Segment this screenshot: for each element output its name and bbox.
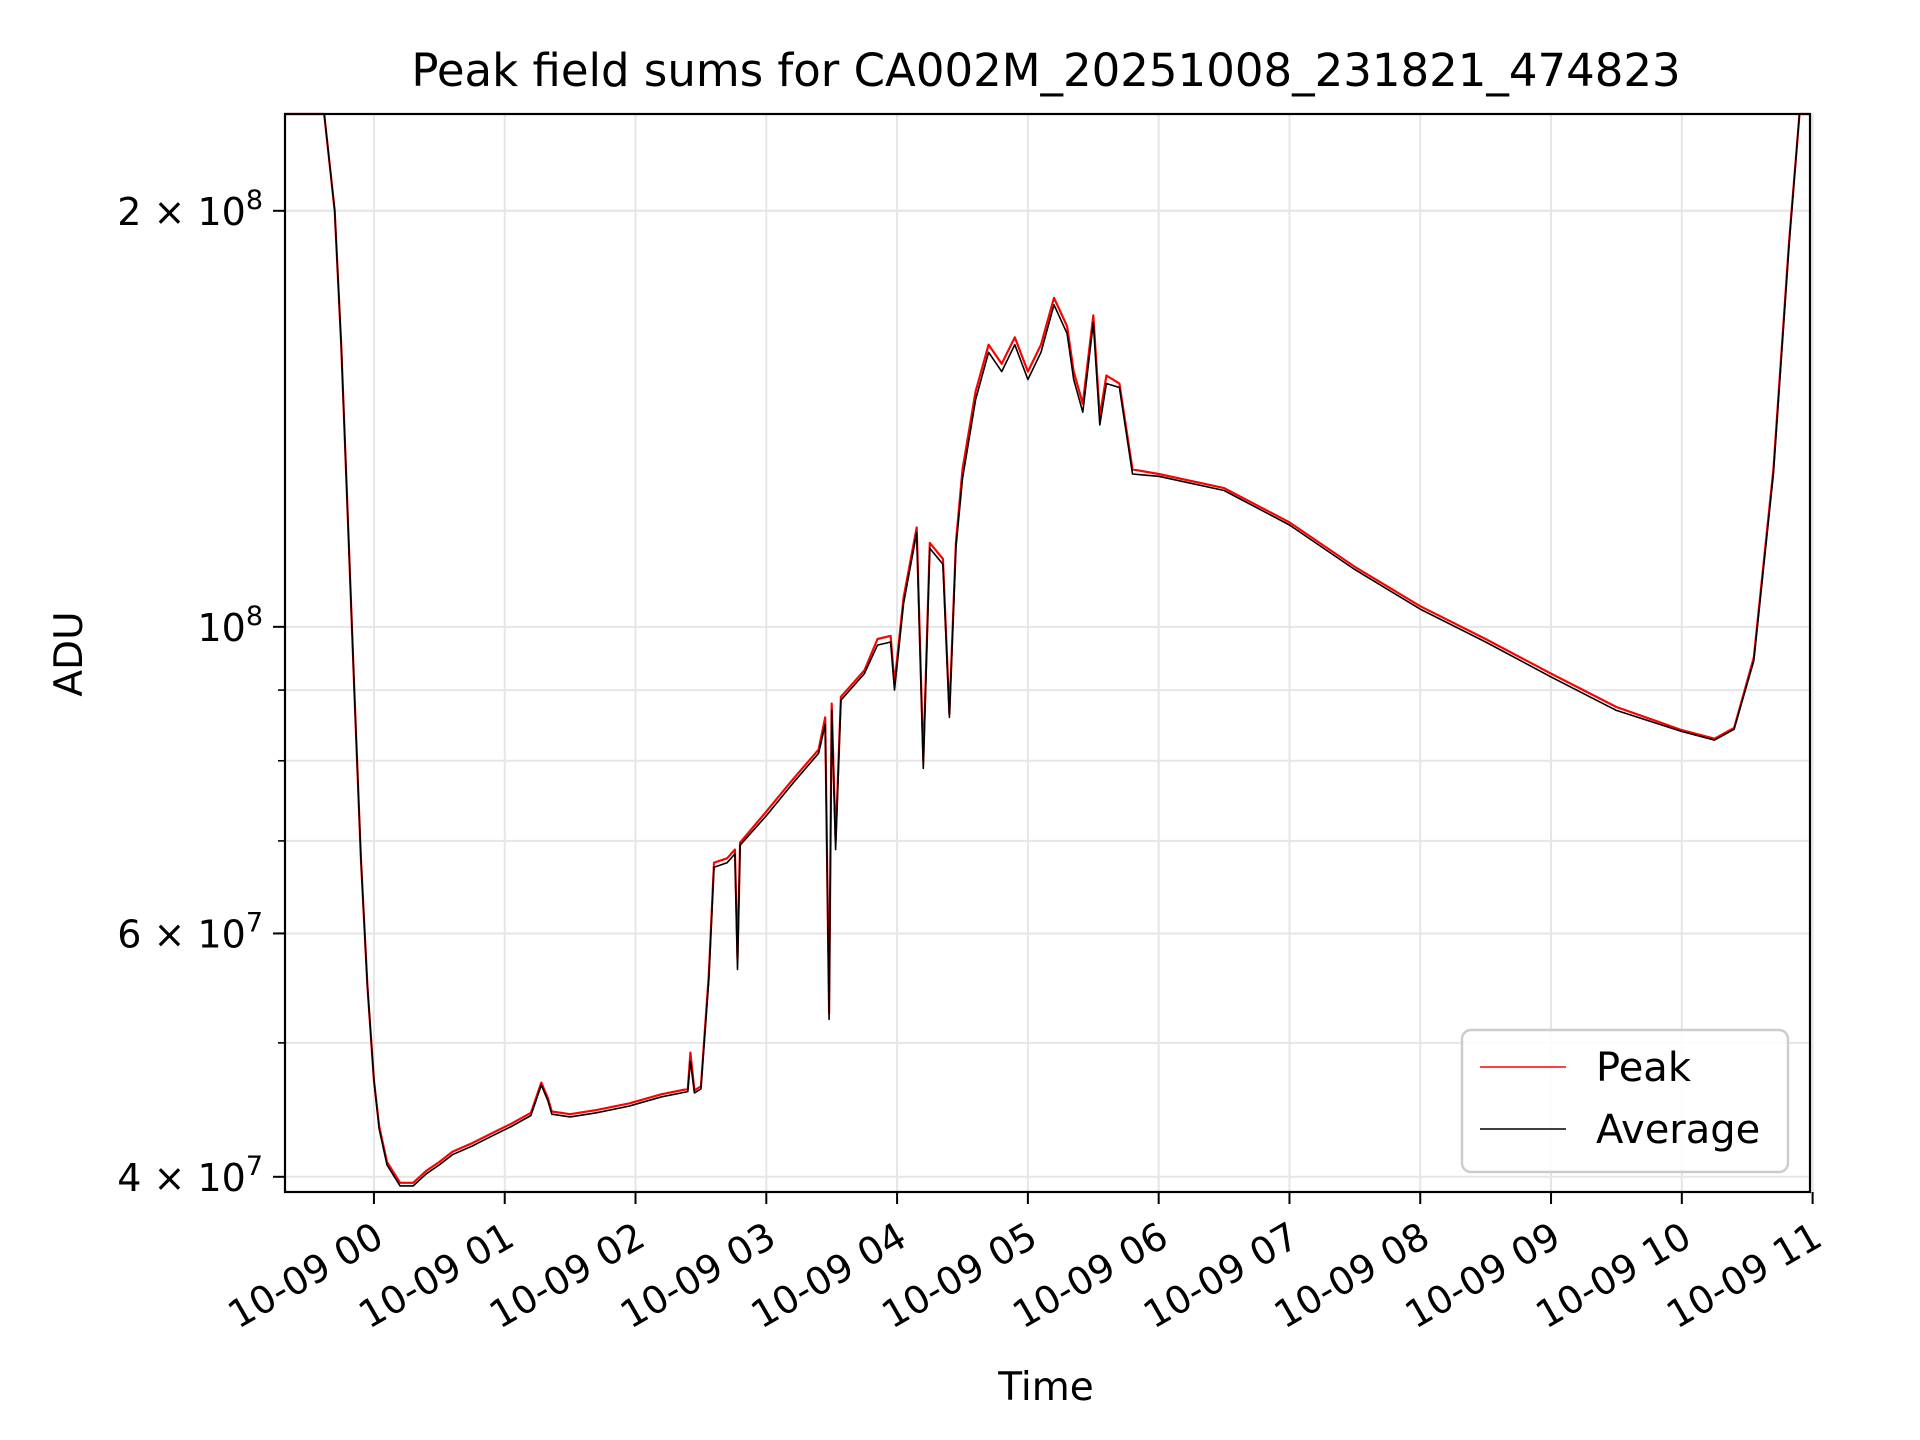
y-tick-label: 2 × 108	[117, 185, 263, 234]
series-line-average	[285, 113, 1810, 1187]
y-tick-label: 6 × 107	[117, 907, 263, 956]
y-axis-ticks: 4 × 107 6 × 107 108 2 × 108	[117, 185, 285, 1200]
legend-label-average: Average	[1596, 1107, 1760, 1153]
legend: Peak Average	[1460, 1028, 1790, 1174]
series-group	[285, 112, 1810, 1187]
plot-frame	[283, 112, 1812, 1194]
x-axis-label: Time	[997, 1365, 1093, 1410]
y-tick-label: 4 × 107	[117, 1151, 263, 1200]
chart-title: Peak field sums for CA002M_20251008_2318…	[411, 44, 1680, 97]
legend-box	[1460, 1028, 1790, 1174]
legend-label-peak: Peak	[1596, 1045, 1692, 1091]
y-tick-label: 108	[197, 601, 263, 650]
y-axis-label: ADU	[47, 611, 92, 696]
